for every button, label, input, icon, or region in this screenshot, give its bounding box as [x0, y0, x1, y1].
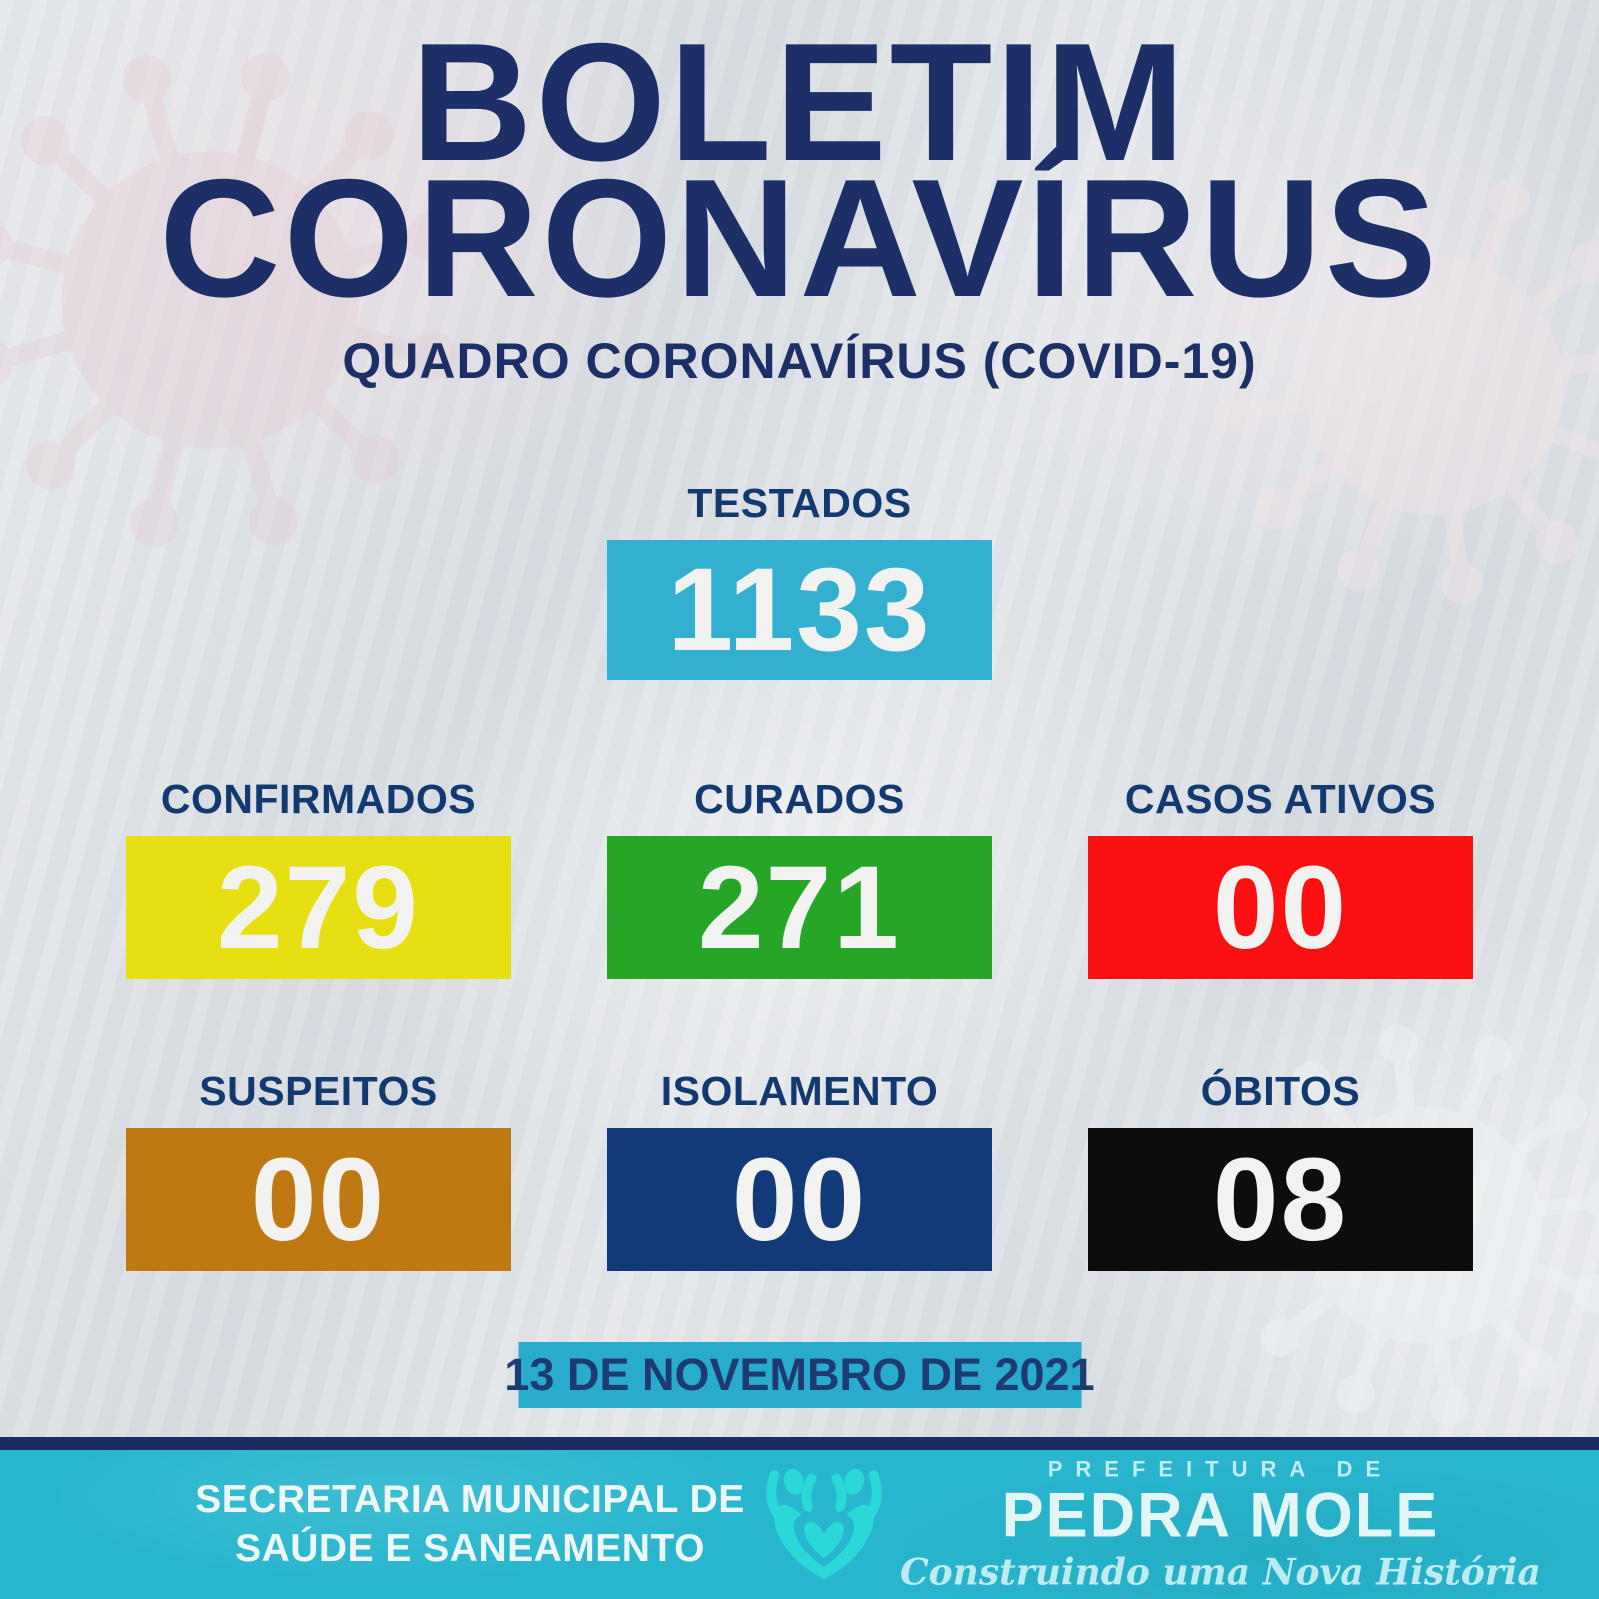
stats-row-1: CONFIRMADOS 279 CURADOS 271 CASOS ATIVOS… [0, 776, 1599, 979]
stat-label: ISOLAMENTO [660, 1068, 939, 1114]
stat-value: 00 [1212, 841, 1349, 974]
stat-value-box: 00 [1088, 836, 1473, 979]
stat-value: 1133 [667, 544, 932, 676]
department-line-1: SECRETARIA MUNICIPAL DE [195, 1477, 745, 1521]
stat-label: SUSPEITOS [199, 1068, 438, 1114]
people-heart-logo-icon [766, 1468, 882, 1580]
department-name: SECRETARIA MUNICIPAL DE SAÚDE E SANEAMEN… [130, 1475, 810, 1575]
stat-label: CASOS ATIVOS [1124, 776, 1437, 822]
stat-casos-ativos: CASOS ATIVOS 00 [1088, 776, 1473, 979]
stat-value-box: 00 [607, 1128, 992, 1271]
stat-value: 279 [217, 841, 420, 974]
footer-divider [0, 1437, 1599, 1450]
stat-label: ÓBITOS [1200, 1068, 1361, 1114]
date-banner: 13 DE NOVEMBRO DE 2021 [504, 1342, 1095, 1408]
logo-tagline: Construindo uma Nova História [900, 1551, 1541, 1593]
stat-suspeitos: SUSPEITOS 00 [126, 1068, 511, 1271]
logo-text: PREFEITURA DE PEDRA MOLE Construindo uma… [900, 1456, 1541, 1593]
stat-value-box: 00 [126, 1128, 511, 1271]
stat-value-box: 08 [1088, 1128, 1473, 1271]
stat-label: CONFIRMADOS [160, 776, 477, 822]
bulletin-title-line-1: BOLETIM [411, 8, 1188, 196]
stat-value-box: 279 [126, 836, 511, 979]
stat-confirmados: CONFIRMADOS 279 [126, 776, 511, 979]
bulletin-title-line-2: CORONAVÍRUS [159, 144, 1440, 332]
stat-value-box: 1133 [607, 540, 992, 680]
stat-value: 00 [731, 1133, 868, 1266]
stat-curados: CURADOS 271 [607, 776, 992, 979]
stat-testados: TESTADOS 1133 [0, 480, 1599, 680]
bulletin-header: BOLETIM CORONAVÍRUS QUADRO CORONAVÍRUS (… [0, 8, 1599, 390]
stat-value: 00 [250, 1133, 387, 1266]
footer-band: SECRETARIA MUNICIPAL DE SAÚDE E SANEAMEN… [0, 1450, 1599, 1599]
stat-label: CURADOS [694, 776, 905, 822]
stat-obitos: ÓBITOS 08 [1088, 1068, 1473, 1271]
date-banner-text: 13 DE NOVEMBRO DE 2021 [504, 1349, 1095, 1400]
logo-pre-title: PREFEITURA DE [1047, 1456, 1394, 1481]
municipality-logo: PREFEITURA DE PEDRA MOLE Construindo uma… [762, 1456, 1541, 1593]
stat-value: 271 [698, 841, 901, 974]
department-line-2: SAÚDE E SANEAMENTO [235, 1527, 705, 1571]
logo-name: PEDRA MOLE [1001, 1480, 1440, 1550]
stat-value: 08 [1212, 1133, 1349, 1266]
stat-label: TESTADOS [687, 480, 912, 526]
featured-stat-section: TESTADOS 1133 [0, 480, 1599, 680]
stats-row-2: SUSPEITOS 00 ISOLAMENTO 00 ÓBITOS 08 [0, 1068, 1599, 1271]
stat-isolamento: ISOLAMENTO 00 [607, 1068, 992, 1271]
bulletin-subtitle: QUADRO CORONAVÍRUS (COVID-19) [342, 333, 1257, 389]
stat-value-box: 271 [607, 836, 992, 979]
